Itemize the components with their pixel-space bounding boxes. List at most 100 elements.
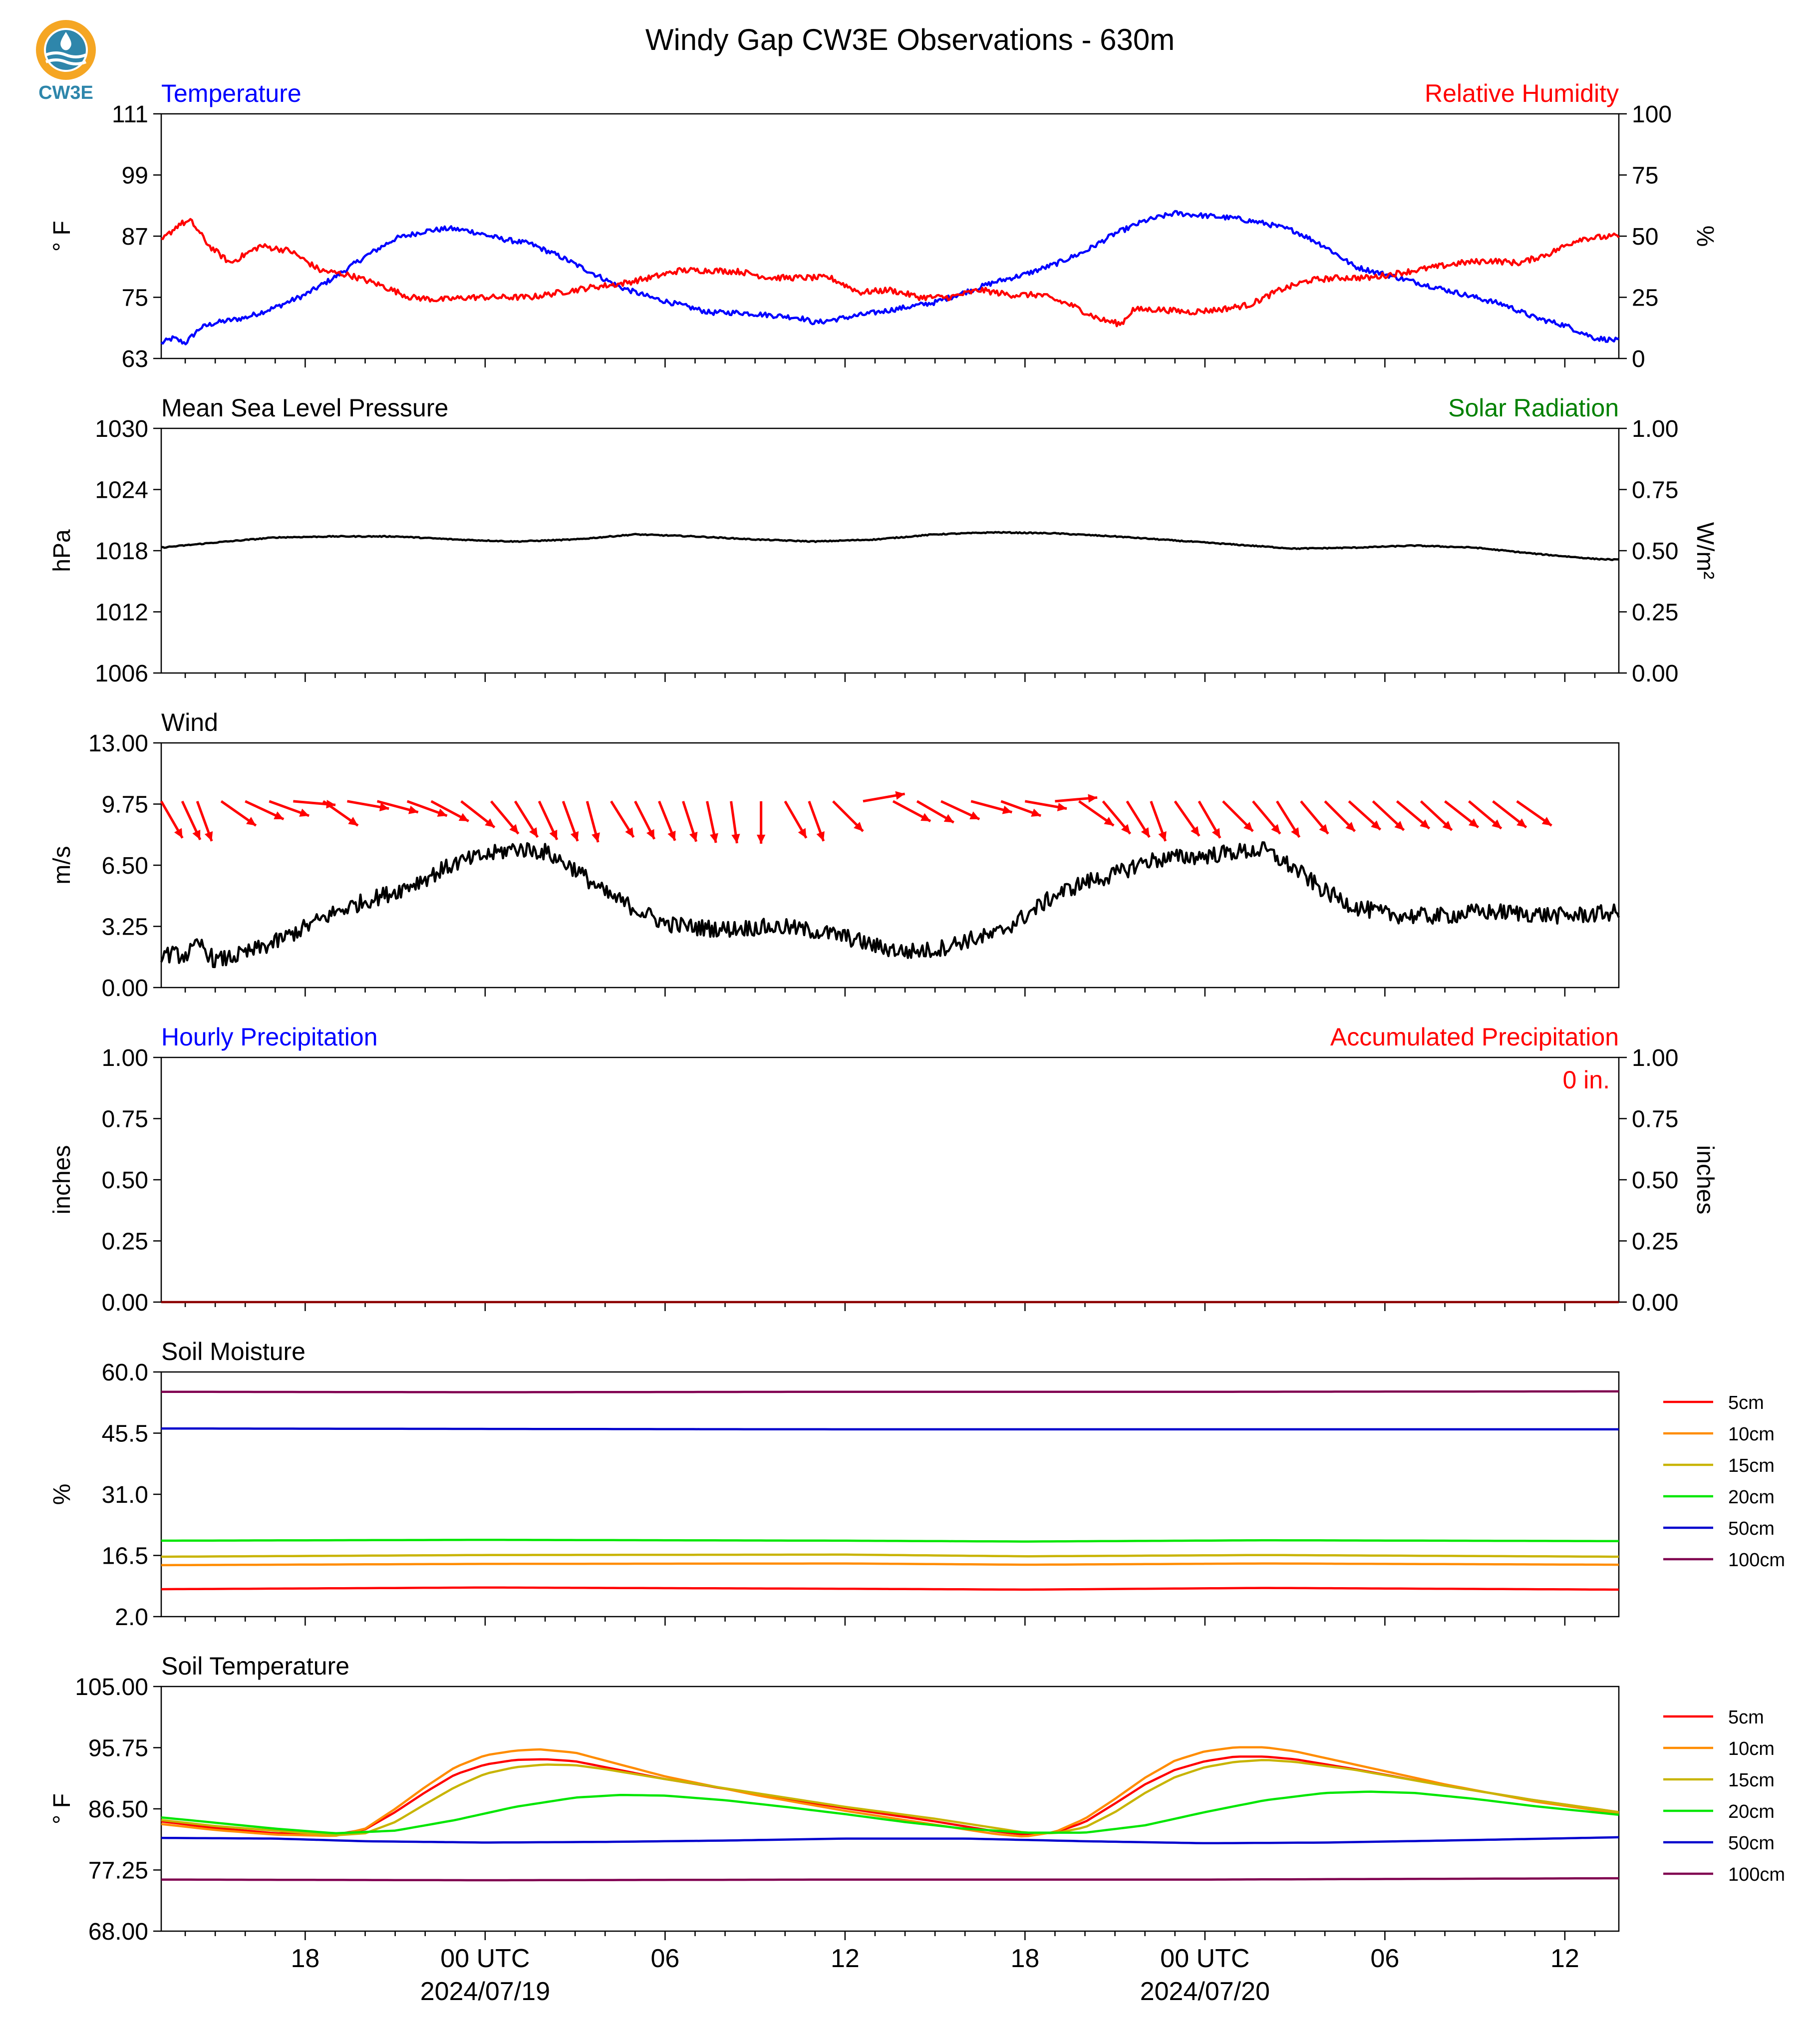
wind-arrow-head [625,827,634,837]
series-line-soil_moisture-50cm [161,1427,1619,1431]
series-line-temp_rh-0 [160,210,1620,345]
wind-arrow-head [204,831,213,841]
ytick-right-label-pressure: 0.25 [1632,600,1678,626]
wind-arrow-head [1442,821,1452,830]
series-line-soil_temp-20cm [161,1790,1619,1835]
ytick-right-label-precip: 0.75 [1632,1106,1678,1133]
legend-label-soil_moisture: 5cm [1728,1392,1764,1413]
wind-arrow-head [299,808,309,817]
legend-label-soil_temp: 50cm [1728,1833,1775,1854]
panel-title-left-temp_rh: Temperature [161,79,302,107]
ytick-right-label-pressure: 0.00 [1632,661,1678,687]
chart-title: Windy Gap CW3E Observations - 630m [645,23,1175,56]
panel-frame-soil_temp [160,1686,1620,1932]
wind-arrow-head [1371,820,1381,830]
legend-label-soil_temp: 5cm [1728,1707,1764,1728]
logo-emblem: CW3E [36,20,96,103]
ytick-label-soil_moisture: 60.0 [102,1359,148,1386]
wind-arrow-head [1158,831,1167,841]
legend-label-soil_temp: 15cm [1728,1770,1775,1791]
legend-label-soil_temp: 10cm [1728,1738,1775,1759]
wind-arrow-head [592,832,600,842]
ytick-label-soil_temp: 68.00 [88,1919,148,1945]
ytick-right-label-precip: 0.00 [1632,1290,1678,1316]
ytick-right-label-temp_rh: 25 [1632,285,1658,312]
series-line-soil_temp-10cm [161,1746,1619,1838]
xtick-date-label: 2024/07/20 [1140,1977,1270,2006]
wind-arrow-head [1141,827,1150,837]
wind-arrow-head [667,830,676,841]
xtick-label: 12 [831,1944,860,1973]
wind-arrow-head [549,829,558,840]
wind-arrow-head [348,817,358,826]
wind-arrow-head [689,831,698,842]
series-line-soil_moisture-5cm [161,1586,1619,1591]
series-line-wind-0 [160,841,1620,969]
ytick-right-label-temp_rh: 100 [1632,101,1672,128]
panel-title-left-wind: Wind [161,708,218,736]
wind-arrow-head [1104,817,1114,826]
xtick-label: 00 UTC [1160,1944,1249,1973]
series-line-soil_moisture-15cm [161,1553,1619,1558]
series-line-soil_temp-15cm [161,1759,1619,1837]
ytick-label-soil_temp: 95.75 [88,1735,148,1762]
wind-arrow-head [458,813,469,821]
panel-title-left-pressure: Mean Sea Level Pressure [161,394,448,422]
wind-arrow-head [1002,805,1012,814]
ytick-label-temp_rh: 63 [122,346,148,372]
wind-arrow-head [1420,819,1430,829]
wind-arrow-head [192,829,201,840]
wind-arrow-head [1468,818,1479,828]
ylabel-temp_rh: ° F [49,221,75,252]
xtick-date-label: 2024/07/19 [420,1977,550,2006]
ytick-right-label-pressure: 0.75 [1632,477,1678,504]
ylabel-wind: m/s [49,846,75,884]
wind-arrow-head [1121,824,1131,834]
logo-text: CW3E [38,82,93,103]
wind-arrow-head [1271,824,1280,834]
ytick-label-precip: 0.00 [102,1290,148,1316]
wind-arrow-head [1212,828,1220,838]
panel-frame-pressure [160,427,1620,674]
ylabel-soil_temp: ° F [49,1793,75,1824]
ytick-label-temp_rh: 87 [122,224,148,250]
wind-arrow-head [969,811,980,820]
wind-arrow-head [798,828,807,838]
wind-arrow-head [1345,822,1355,831]
panel-frame-soil_moisture [160,1371,1620,1618]
ytick-label-precip: 0.25 [102,1229,148,1255]
panel-frame-precip [160,1056,1620,1303]
series-line-soil_moisture-100cm [161,1390,1619,1393]
series-line-soil_temp-50cm [161,1836,1619,1845]
wind-arrow-head [1088,794,1098,803]
ytick-label-wind: 3.25 [102,914,148,941]
cw3e-logo: CW3E [31,19,101,104]
ytick-label-soil_moisture: 2.0 [115,1604,148,1631]
ylabel-right-temp_rh: % [1692,226,1718,247]
ytick-label-temp_rh: 75 [122,285,148,312]
wind-arrow-head [1394,821,1404,830]
ytick-right-label-temp_rh: 75 [1632,163,1658,189]
ytick-label-soil_temp: 77.25 [88,1858,148,1884]
wind-arrow-head [709,833,718,843]
wind-arrow-head [1319,824,1328,834]
series-line-soil_moisture-20cm [161,1539,1619,1543]
legend-label-soil_moisture: 100cm [1728,1550,1785,1571]
ytick-label-precip: 0.50 [102,1167,148,1194]
wind-arrow-head [379,802,389,812]
legend-label-soil_moisture: 20cm [1728,1487,1775,1508]
wind-arrow-head [646,829,654,839]
ylabel-pressure: hPa [49,529,75,572]
ytick-label-soil_moisture: 16.5 [102,1543,148,1570]
ylabel-precip: inches [49,1145,75,1215]
wind-arrow-head [756,834,766,844]
ytick-label-pressure: 1006 [95,661,148,687]
ytick-label-soil_moisture: 45.5 [102,1421,148,1447]
legend-label-soil_temp: 20cm [1728,1801,1775,1822]
series-line-soil_temp-100cm [161,1877,1619,1882]
wind-arrow-head [274,811,284,820]
wind-arrow-head [1517,818,1526,828]
wind-arrow-head [1243,822,1253,831]
